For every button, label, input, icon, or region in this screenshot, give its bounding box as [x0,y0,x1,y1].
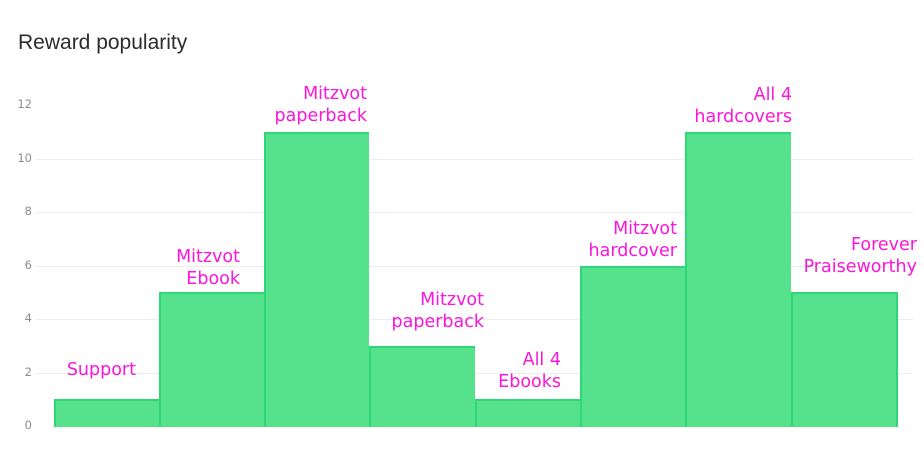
gridline [36,319,913,320]
bar-label: Support [66,360,136,380]
bar-label: Mitzvot paperback [274,84,368,126]
bar-all-4-ebooks[interactable] [474,399,580,427]
y-tick-label: 10 [17,150,32,165]
y-tick-label: 2 [24,364,32,379]
bar-all-4-hardcovers[interactable] [685,131,791,427]
y-tick-label: 6 [24,257,32,272]
bar-mitzvot-paperback[interactable] [369,345,475,427]
bar-label: All 4 Ebooks [498,350,561,392]
y-tick-label: 0 [24,418,32,432]
gridline [36,212,913,213]
bar-mitzvot-hardcover[interactable] [580,265,686,427]
gridline [36,265,913,267]
bar-label: Mitzvot Ebook [176,247,240,289]
bar-mitzvot-paperback[interactable] [264,131,370,427]
bar-support[interactable] [53,399,159,427]
bar-label: All 4 hardcovers [694,85,792,127]
y-tick-label: 12 [17,97,32,111]
bar-label: Mitzvot hardcover [588,219,677,261]
chart-title: Reward popularity [18,31,188,54]
bar-forever-praiseworthy[interactable] [790,292,898,427]
y-tick-label: 8 [24,204,32,218]
y-tick-label: 4 [24,311,32,325]
bar-mitzvot-ebook[interactable] [158,292,265,427]
bar-label: Forever Praiseworthy [803,235,917,277]
bar-label: Mitzvot paperback [391,290,485,332]
gridline [36,158,913,160]
